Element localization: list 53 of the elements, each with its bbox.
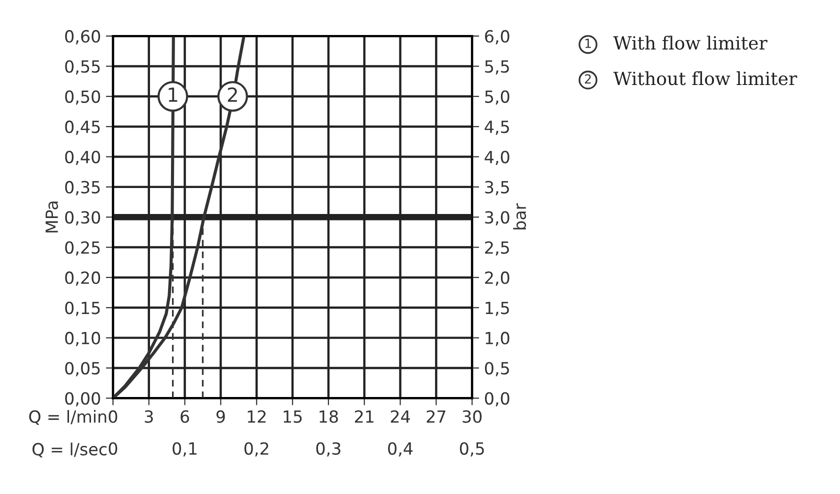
x2-tick-label: 0 xyxy=(108,442,118,455)
x-tick-label: 15 xyxy=(284,410,302,423)
y2-tick-label: 5,0 xyxy=(485,90,510,105)
y2-tick-label: 5,5 xyxy=(485,60,509,75)
x-tick-label: 30 xyxy=(462,410,482,423)
y-tick-label: 0,50 xyxy=(65,90,100,105)
y2-tick-label: 2,0 xyxy=(485,271,510,286)
y-tick-label: 0,15 xyxy=(65,302,100,316)
x-tick-label: 18 xyxy=(320,410,338,423)
y2-tick-label: 2,5 xyxy=(485,241,509,256)
legend-label: With flow limiter xyxy=(613,36,768,50)
y2-tick-label: 6,0 xyxy=(485,30,510,44)
x-tick-label: 27 xyxy=(426,410,446,423)
y-tick-label: 0,25 xyxy=(65,241,100,256)
y-tick-label: 0,05 xyxy=(65,362,100,376)
y2-tick-label: 3,5 xyxy=(485,180,509,196)
y-tick-label: 0,55 xyxy=(65,60,100,75)
y-tick-label: 0,30 xyxy=(65,211,100,226)
x2-tick-label: 0,3 xyxy=(316,442,340,457)
y2-tick-label: 4,5 xyxy=(484,120,509,135)
x2-tick-label: 0,2 xyxy=(244,442,268,457)
y2-tick-label: 1,5 xyxy=(486,302,509,316)
y-tick-label: 0,35 xyxy=(65,180,100,196)
x-tick-label: 3 xyxy=(144,410,153,423)
x-tick-label: 0 xyxy=(108,410,118,423)
x-tick-label: 9 xyxy=(216,410,225,423)
y-tick-label: 0,00 xyxy=(65,392,100,406)
x2-tick-label: 0,1 xyxy=(172,442,197,457)
x2-tick-label: 0,5 xyxy=(460,442,484,457)
annotation: 1 xyxy=(168,88,178,102)
x2-tick-label: 0,4 xyxy=(388,442,413,457)
text: 1 xyxy=(585,38,591,48)
y2-axis-title: bar xyxy=(513,203,526,230)
y2-tick-label: 0,5 xyxy=(484,362,509,376)
x-tick-label: 12 xyxy=(248,410,266,423)
y-tick-label: 0,10 xyxy=(65,332,100,346)
y-axis-title: MPa xyxy=(46,202,58,232)
y2-tick-label: 0,0 xyxy=(484,392,510,406)
x-axis-title: Q = l/min xyxy=(29,410,106,425)
y-tick-label: 0,40 xyxy=(65,150,100,166)
legend-label: Without flow limiter xyxy=(613,71,798,86)
x-tick-label: 24 xyxy=(390,410,410,423)
y-tick-label: 0,20 xyxy=(65,271,100,286)
annotation: 2 xyxy=(228,87,237,102)
x-tick-label: 21 xyxy=(354,410,374,423)
y2-tick-label: 3,0 xyxy=(485,211,510,226)
y2-tick-label: 4,0 xyxy=(484,150,510,166)
x-tick-label: 6 xyxy=(180,410,190,423)
y2-tick-label: 1,0 xyxy=(486,332,510,346)
text: 2 xyxy=(584,74,591,84)
y-tick-label: 0,60 xyxy=(65,30,100,44)
x2-axis-title: Q = l/sec xyxy=(32,442,107,458)
y-tick-label: 0,45 xyxy=(65,120,100,135)
